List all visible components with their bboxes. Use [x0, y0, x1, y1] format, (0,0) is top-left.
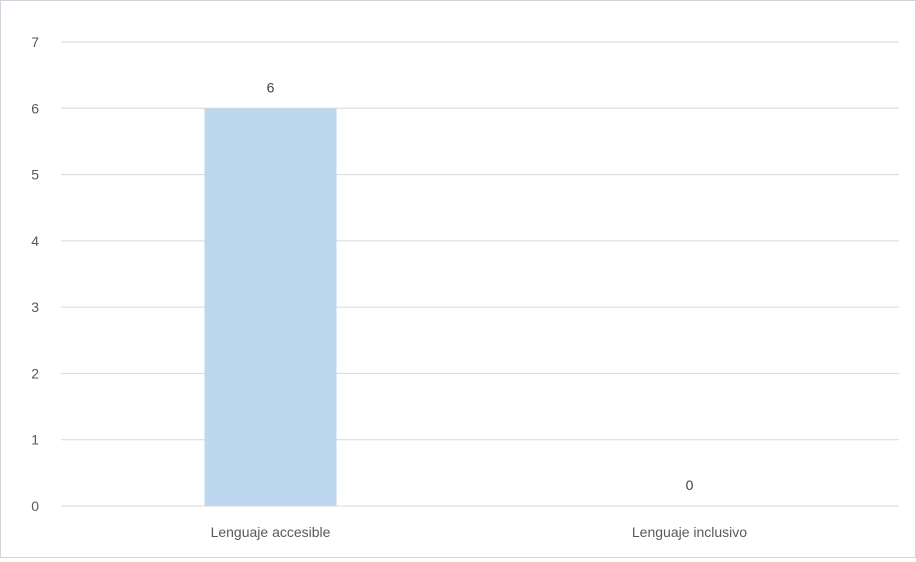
y-axis-tick-labels: 0 1 2 3 4 5 6 7 [31, 34, 39, 514]
gridlines [61, 41, 899, 507]
bar-data-label: 6 [267, 79, 275, 95]
y-tick-label: 7 [31, 34, 39, 50]
data-labels: 60 [267, 79, 694, 493]
x-category-label: Lenguaje inclusivo [632, 524, 747, 540]
y-tick-label: 0 [31, 498, 39, 514]
y-tick-label: 4 [31, 233, 39, 249]
y-tick-label: 1 [31, 432, 39, 448]
x-category-label: Lenguaje accesible [211, 524, 331, 540]
y-tick-label: 6 [31, 100, 39, 116]
bar-data-label: 0 [686, 477, 694, 493]
bars [204, 108, 337, 507]
bar [204, 108, 337, 507]
y-tick-label: 5 [31, 167, 39, 183]
y-tick-label: 3 [31, 299, 39, 315]
x-axis-category-labels: Lenguaje accesible Lenguaje inclusivo [211, 524, 748, 540]
y-tick-label: 2 [31, 365, 39, 381]
